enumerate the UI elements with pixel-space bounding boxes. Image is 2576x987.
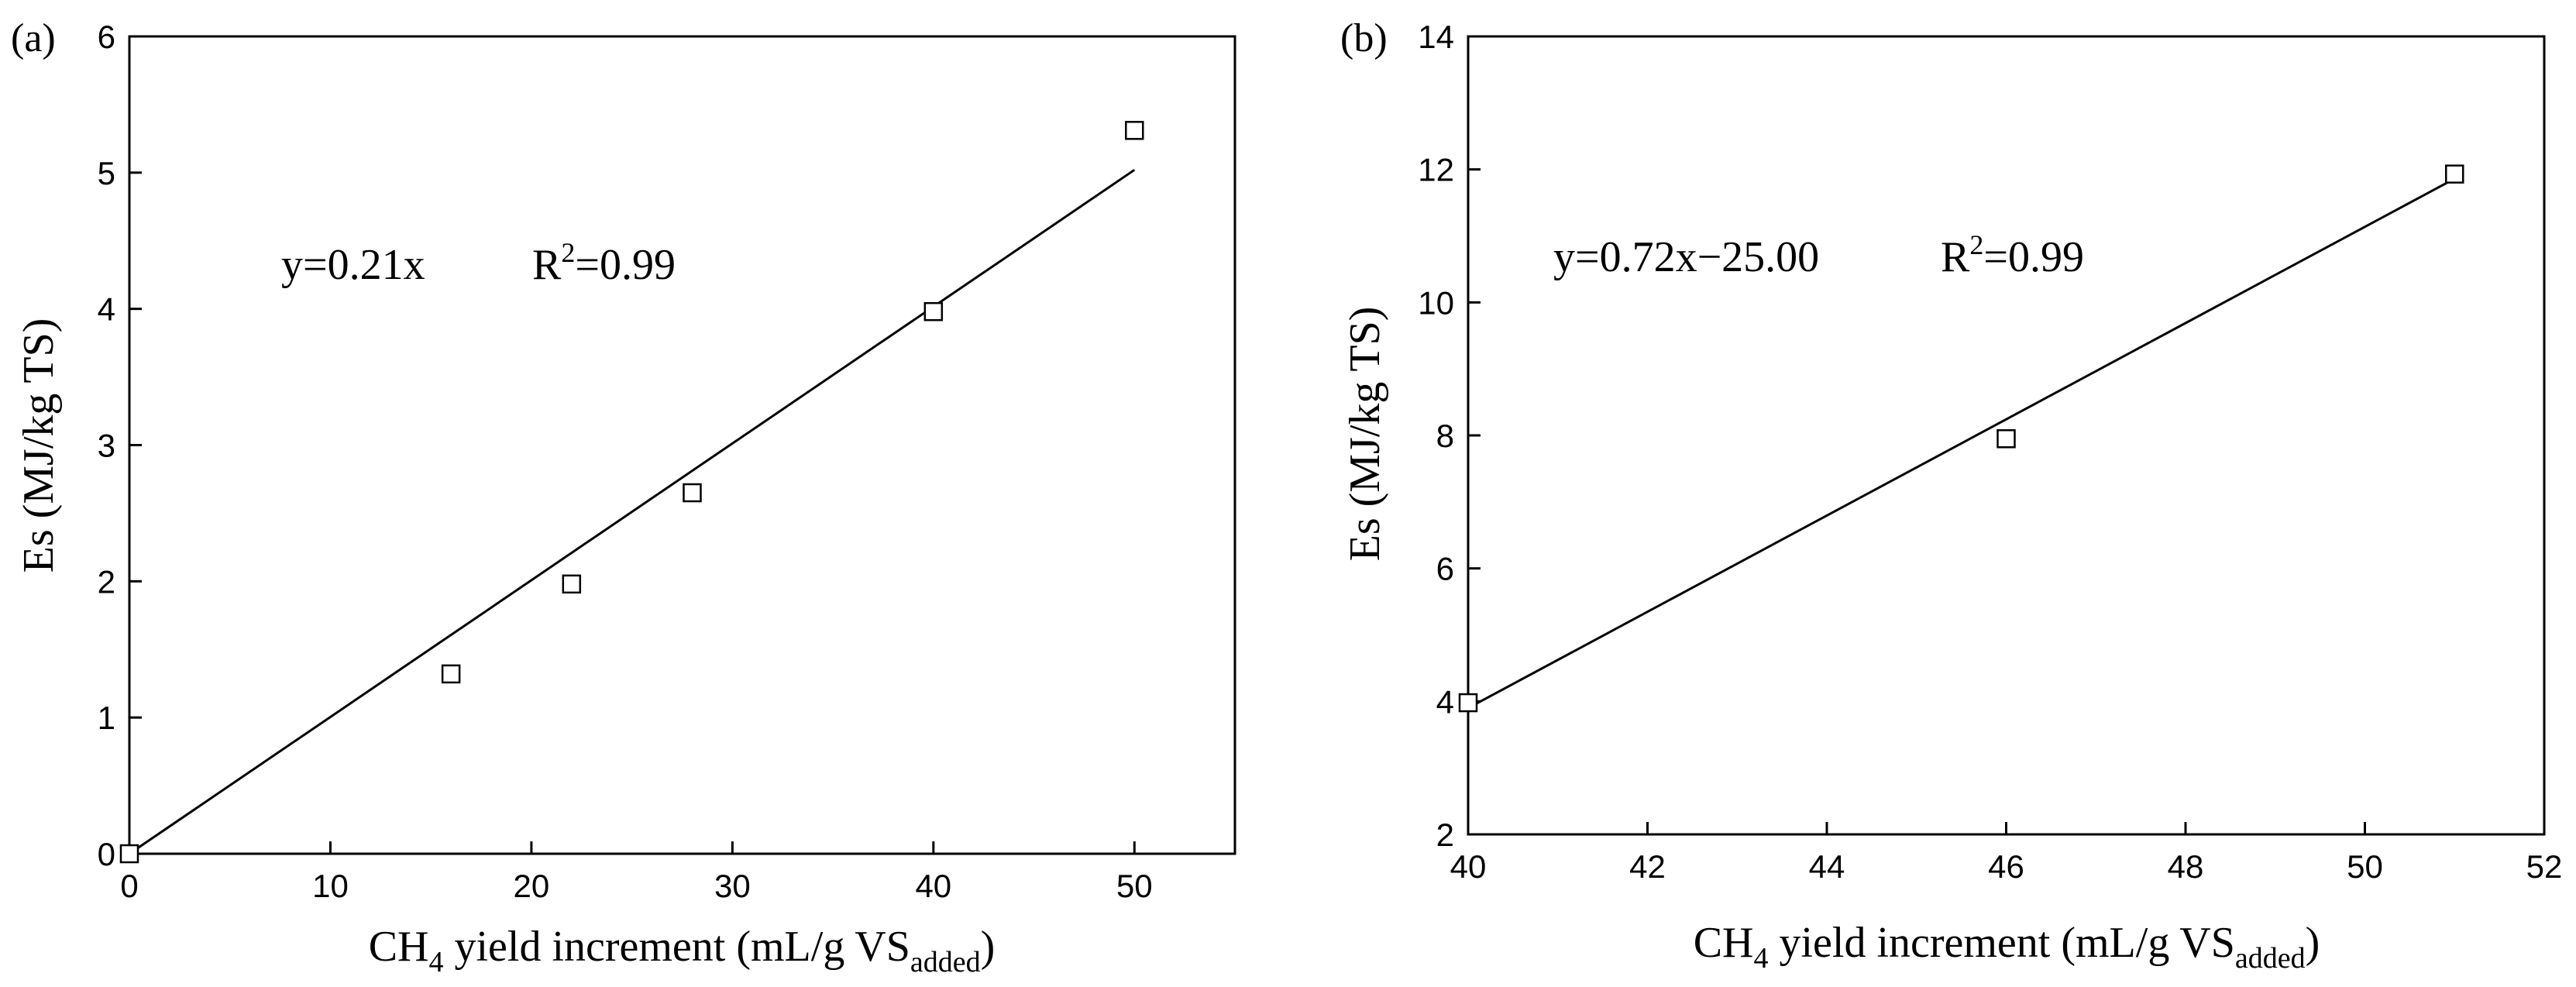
y-tick-label: 12	[1418, 152, 1454, 188]
y-tick-label: 2	[98, 563, 115, 600]
x-tick-label: 10	[312, 868, 349, 904]
x-label-a-end: )	[981, 923, 996, 971]
x-label-a-main: CH	[369, 923, 429, 971]
data-point	[1125, 121, 1144, 140]
x-label-b-mid: yield increment (mL/g VS	[1768, 919, 2234, 967]
data-point	[2445, 164, 2464, 184]
x-tick-label: 40	[1450, 848, 1487, 885]
x-tick-label: 46	[1988, 848, 2024, 885]
y-tick-label: 3	[98, 428, 115, 464]
y-tick-label: 0	[98, 836, 115, 872]
x-tick-label: 40	[915, 868, 951, 904]
x-axis-label-b: CH4 yield increment (mL/g VSadded)	[1694, 919, 2320, 975]
panel-a-label: (a)	[11, 16, 56, 60]
r2-sup-a: 2	[561, 237, 575, 268]
plot-frame-a	[128, 35, 1236, 855]
r2-base-a: R	[532, 241, 562, 289]
y-tick-label: 10	[1418, 284, 1454, 321]
r2-sup-b: 2	[1969, 229, 1983, 260]
x-tick-label: 0	[120, 868, 138, 904]
r2-rest-a: =0.99	[575, 241, 676, 289]
data-point	[1458, 693, 1478, 713]
data-point	[441, 664, 461, 684]
x-tick-label: 44	[1809, 848, 1845, 885]
data-points-a	[119, 121, 1144, 864]
y-tick-label: 14	[1418, 19, 1454, 55]
x-label-b-sub1: 4	[1753, 942, 1768, 975]
y-axis-label-b: Es (MJ/kg TS)	[1341, 307, 1389, 562]
y-tick-label: 4	[98, 291, 115, 328]
r2-label-b: R2=0.99	[1941, 229, 2084, 281]
y-tick-label: 1	[98, 700, 115, 736]
x-tick-label: 50	[2347, 848, 2383, 885]
equation-b: y=0.72x−25.00	[1553, 233, 1819, 281]
data-point	[119, 844, 139, 864]
fit-line-b	[1467, 177, 2455, 710]
data-points-b	[1458, 164, 2464, 713]
x-label-a-mid: yield increment (mL/g VS	[443, 923, 910, 971]
axis-ticks-a: 0 10 20 30 40 50 0 1 2 3 4 5 6	[98, 19, 1153, 904]
r2-label-a: R2=0.99	[532, 237, 676, 289]
x-tick-label: 52	[2526, 848, 2563, 885]
x-tick-label: 42	[1629, 848, 1666, 885]
data-point	[683, 483, 702, 503]
y-tick-label: 4	[1436, 683, 1454, 720]
x-label-b-end: )	[2306, 919, 2320, 967]
fit-line-a	[129, 169, 1136, 855]
x-tick-label: 50	[1116, 868, 1153, 904]
x-label-b-main: CH	[1694, 919, 1754, 967]
y-tick-label: 2	[1436, 817, 1454, 853]
x-tick-label: 20	[514, 868, 550, 904]
y-tick-label: 5	[98, 155, 115, 191]
fit-line	[129, 169, 1136, 855]
x-tick-label: 30	[714, 868, 751, 904]
x-label-b-sub2: added	[2235, 942, 2306, 975]
x-axis-label-a: CH4 yield increment (mL/g VSadded)	[369, 923, 996, 978]
x-label-a-sub1: 4	[428, 946, 443, 978]
r2-base-b: R	[1941, 233, 1970, 281]
data-point	[562, 574, 582, 594]
x-tick-label: 48	[2168, 848, 2204, 885]
r2-rest-b: =0.99	[1983, 233, 2084, 281]
x-label-a-sub2: added	[910, 946, 981, 978]
y-axis-label-a: Es (MJ/kg TS)	[15, 318, 63, 573]
y-tick-label: 8	[1436, 418, 1454, 454]
fit-line	[1467, 177, 2455, 710]
y-tick-label: 6	[1436, 551, 1454, 587]
equation-a: y=0.21x	[281, 241, 425, 289]
y-tick-label: 6	[98, 19, 115, 55]
data-point	[923, 301, 944, 322]
data-point	[1996, 429, 2016, 449]
panel-b-label: (b)	[1340, 16, 1388, 60]
